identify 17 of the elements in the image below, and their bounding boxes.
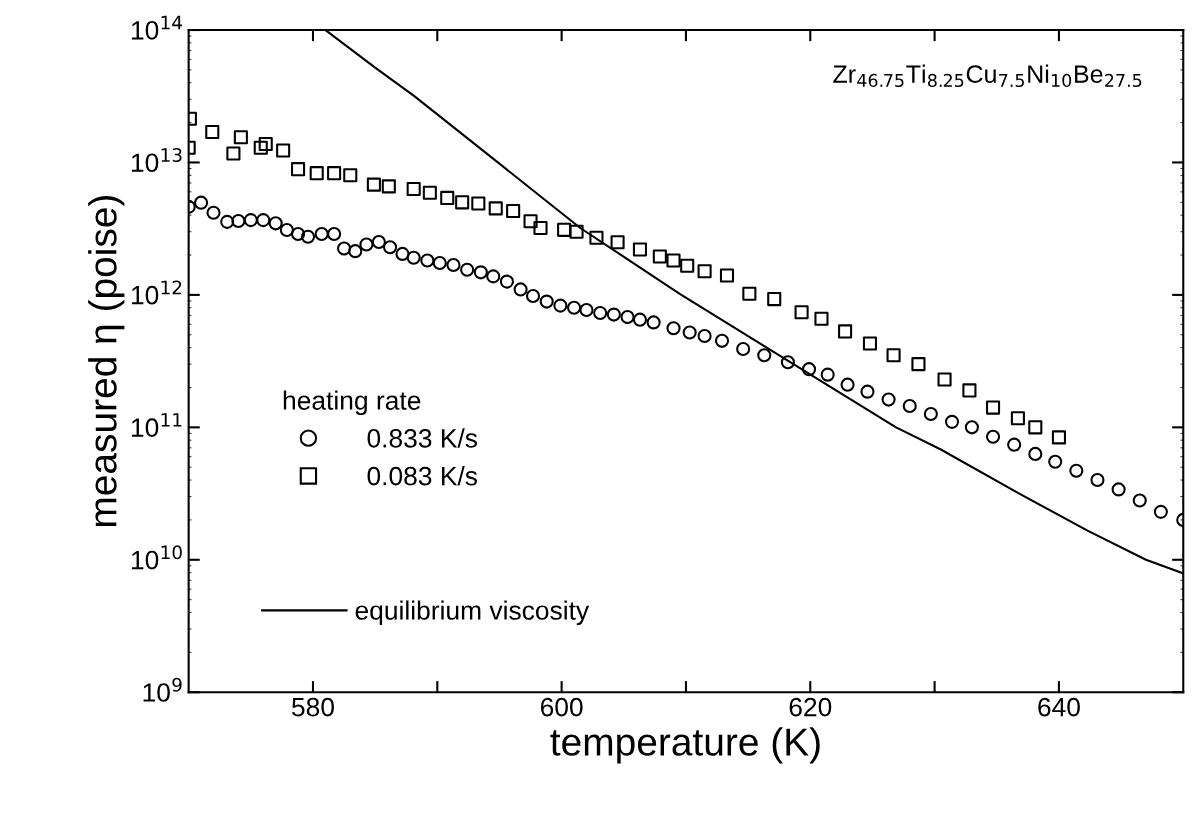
y-axis-title: measured η (poise) [88,196,125,527]
text: Zr$_{46.75}$Ti$_{8.25}$Cu$_{7.5}$Ni$_{10}$Be$_{27.5}$ [833,64,1142,88]
x-tick-label: 580 [292,697,334,717]
x-tick-label: 600 [540,697,583,717]
x-tick-label: 620 [789,697,832,717]
legend-label: equilibrium viscosity [355,600,590,626]
legend-label: 0.083 K/s [367,466,478,486]
y-tick-label: 10$^{13}$ [131,148,182,173]
y-tick-label: 10$^{14}$ [131,15,183,40]
y-tick-label: 10$^{9}$ [143,677,182,702]
legend-label: 0.833 K/s [367,428,478,448]
x-axis-title: temperature (K) [550,727,820,764]
y-tick-label: 10$^{11}$ [131,413,182,437]
x-tick-label: 640 [1038,697,1080,717]
y-tick-label: 10$^{10}$ [131,545,182,570]
y-tick-label: 10$^{12}$ [131,280,182,305]
legend-title: heating rate [283,390,421,416]
